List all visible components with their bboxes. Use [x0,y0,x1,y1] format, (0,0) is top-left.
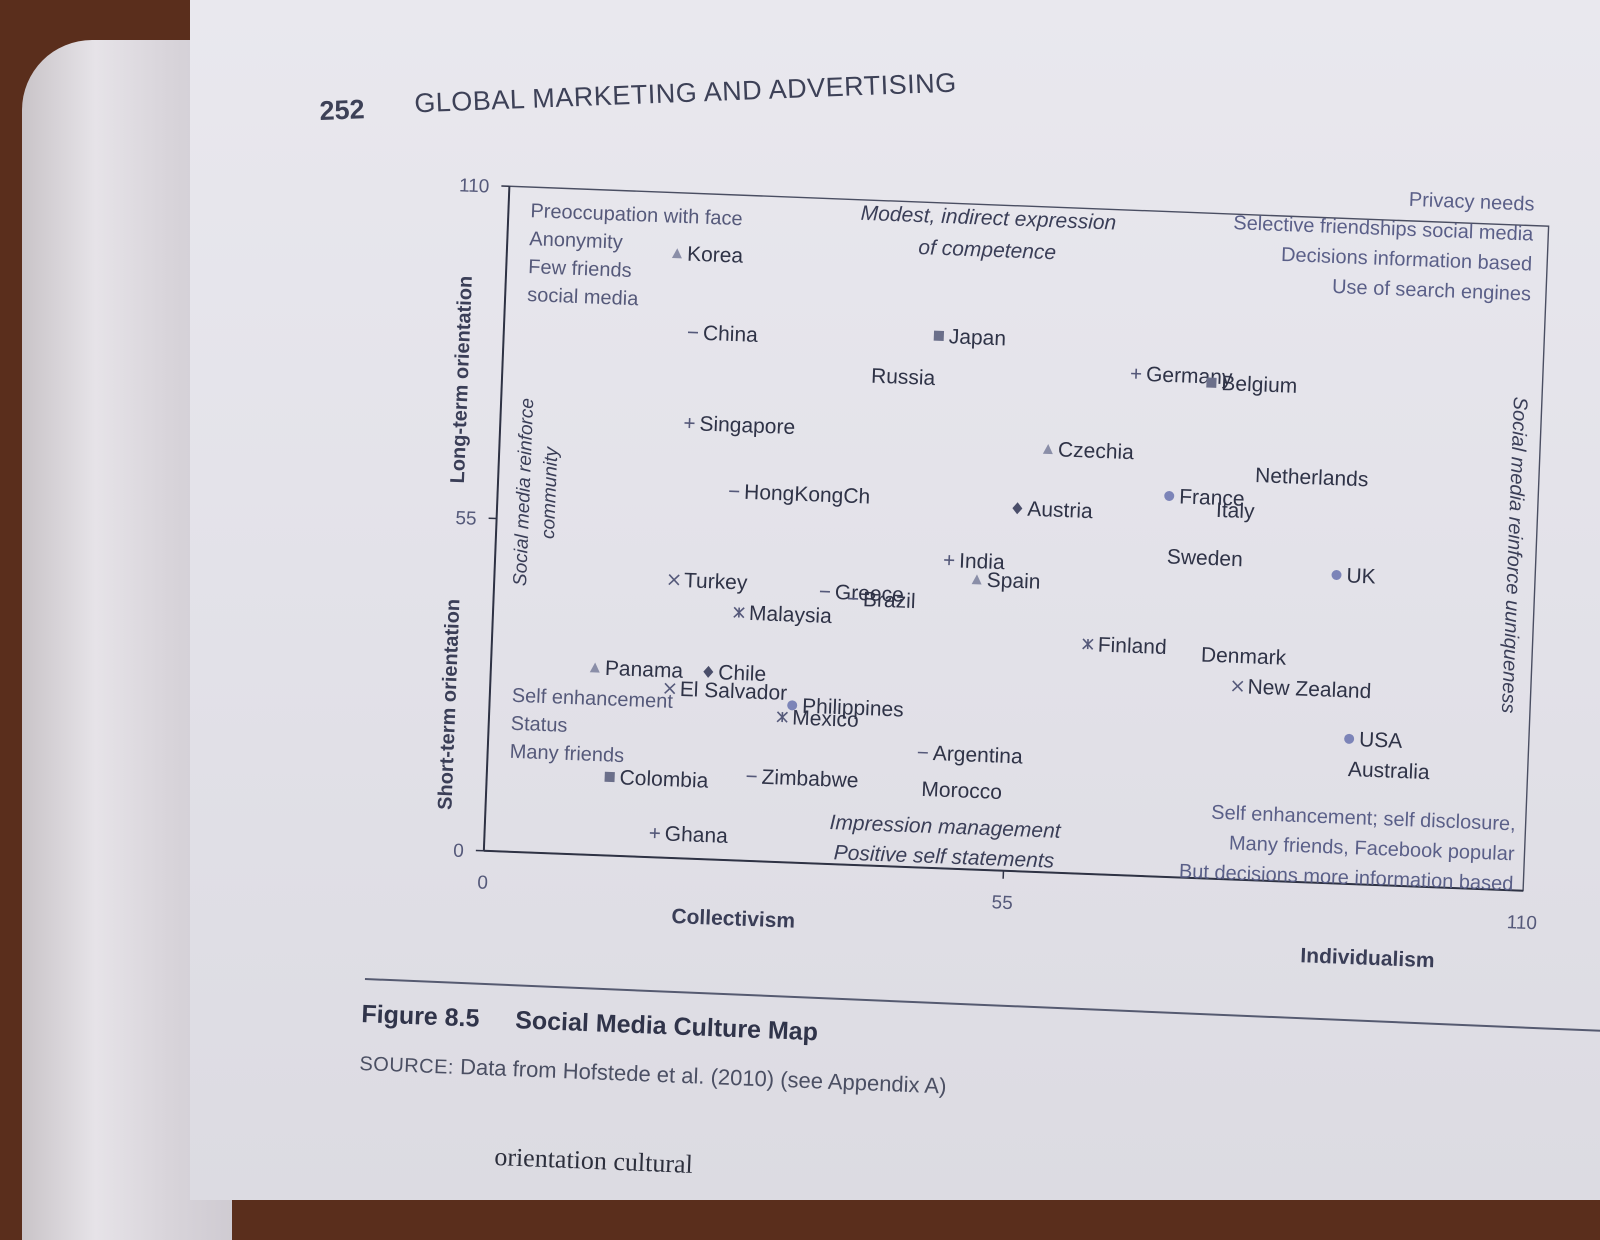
x-tick-label: 110 [1506,912,1537,934]
point-label: Belgium [1221,372,1298,398]
point-label: Russia [871,365,936,390]
annotation-top-right-line: Use of search engines [1332,276,1532,306]
point-label: HongKongCh [744,481,871,509]
running-title: GLOBAL MARKETING AND ADVERTISING [414,68,957,120]
point-label: Japan [948,325,1006,350]
point-label: Sweden [1166,545,1243,571]
y-tick-label: 0 [453,841,464,862]
point-marker-diamond [703,666,713,678]
point-label: Australia [1348,758,1431,784]
point-label: Colombia [619,766,709,792]
annotation-top-right-line: Privacy needs [1408,189,1534,216]
x-axis-label-right: Individualism [1300,944,1435,972]
point-label: Denmark [1201,643,1288,669]
annotation-top-left-line: Few friends [528,256,632,282]
y-tick-label: 55 [455,508,477,530]
source-prefix: SOURCE: [359,1053,454,1079]
y-tick-label: 110 [459,175,490,197]
point-label: Netherlands [1255,464,1369,491]
x-tick-label: 0 [477,873,488,894]
point-label: Czechia [1058,438,1135,464]
left-inner-label-line2: community [538,445,563,539]
point-marker-square [1206,377,1216,387]
point-marker-triangle [590,662,600,672]
point-label: Austria [1027,498,1094,524]
annotation-top-right-line: Selective friendships social media [1233,212,1535,246]
annotation-top-left-line: Anonymity [529,228,623,254]
right-axis-label: Social media reinforce uuniqueness [1497,396,1531,713]
annotation-bottom-left-line: Self enhancement [511,685,673,713]
annotation-top-center-line: Modest, indirect expression [860,202,1116,235]
annotation-bottom-right-line: But decisions more information based [1179,860,1514,895]
annotation-bottom-left-line: Status [510,713,568,737]
annotation-bottom-center-line: Positive self statements [833,841,1055,872]
point-label: Mexico [792,706,859,732]
figure-source: SOURCE: Data from Hofstede et al. (2010)… [359,1050,947,1100]
point-label: Finland [1097,633,1167,659]
page-number: 252 [319,94,365,127]
point-label: Korea [687,243,744,268]
point-label: El Salvador [679,678,787,705]
point-label: Germany [1146,363,1234,389]
annotation-bottom-center-line: Impression management [829,811,1062,843]
point-label: Zimbabwe [761,766,859,793]
point-label: UK [1346,564,1376,588]
point-label: Turkey [684,569,749,594]
x-axis-label-left: Collectivism [671,905,796,933]
point-marker-circle [1344,734,1354,744]
point-label: Argentina [932,742,1023,768]
point-marker-triangle [1043,444,1053,454]
point-label: Malaysia [749,602,833,628]
source-text: Data from Hofstede et al. (2010) (see Ap… [454,1054,947,1099]
point-marker-circle [1331,570,1341,580]
annotation-bottom-right-line: Many friends, Facebook popular [1229,832,1516,865]
point-marker-square [604,772,614,782]
point-label: Brazil [863,588,916,613]
point-label: Spain [986,569,1041,594]
point-label: Morocco [921,778,1002,804]
point-label: USA [1359,728,1403,753]
annotation-bottom-left-line: Many friends [509,741,624,767]
point-label: China [703,322,759,347]
annotation-top-left-line: social media [527,284,640,310]
annotation-top-left-line: Preoccupation with face [530,200,743,230]
x-tick-label: 55 [991,892,1013,914]
annotation-top-right-line: Decisions information based [1281,244,1533,276]
point-label: Italy [1216,499,1256,523]
annotation-top-center-line: of competence [918,236,1057,264]
point-marker-square [934,331,944,341]
point-label: Panama [604,657,683,683]
point-marker-triangle [672,248,682,258]
point-label: Ghana [664,823,728,848]
point-marker-diamond [1012,502,1022,514]
left-inner-label-line1: Social media reinforce [510,398,538,587]
annotation-bottom-right-line: Self enhancement; self disclosure, [1211,802,1516,836]
point-marker-triangle [972,574,982,584]
chart-svg: 0 55 110 0 55 110 Preoccupation with faceAnon… [399,128,1580,1012]
y-axis-label-top: Long-term orientation [447,275,477,483]
point-marker-circle [1164,491,1174,501]
point-label: Singapore [699,412,796,439]
point-label: New Zealand [1247,676,1372,704]
figure-label: Figure 8.5 [361,1000,480,1033]
y-axis-label-bottom: Short-term orientation [434,598,464,810]
